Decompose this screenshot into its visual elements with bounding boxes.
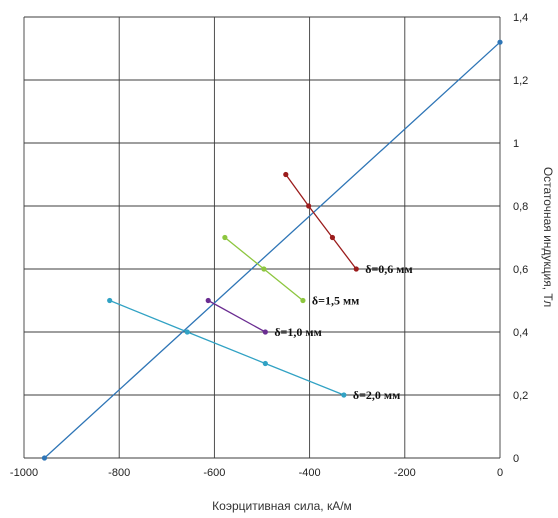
x-tick-label: -400 xyxy=(299,467,321,479)
series-label: δ=2,0 мм xyxy=(353,388,400,402)
series-1: δ=0,6 мм xyxy=(283,171,413,276)
y-tick-label: 0,6 xyxy=(513,264,528,276)
data-point xyxy=(205,297,211,304)
x-tick-label: -1000 xyxy=(10,467,38,479)
series-2: δ=1,5 мм xyxy=(222,234,359,308)
data-point xyxy=(261,266,267,272)
data-point xyxy=(262,360,268,367)
series-label: δ=1,5 мм xyxy=(312,294,359,308)
series-line xyxy=(44,41,501,459)
series-layer: δ=0,6 мм δ=1,5 мм δ=1,0 мм δ=2,0 мм xyxy=(41,39,503,461)
data-point xyxy=(300,297,306,304)
series-line xyxy=(207,299,266,333)
data-point xyxy=(353,266,359,272)
y-tick-label: 1,2 xyxy=(513,75,528,87)
y-tick-label: 1,4 xyxy=(513,12,528,24)
data-point xyxy=(262,329,268,335)
x-tick-label: 0 xyxy=(497,467,503,479)
y-tick-label: 0,4 xyxy=(513,327,528,339)
x-axis-title: Коэрцитивная сила, кА/м xyxy=(212,499,352,513)
data-point xyxy=(41,455,48,461)
series-label: δ=0,6 мм xyxy=(365,262,412,276)
grid xyxy=(23,16,501,459)
series-3: δ=1,0 мм xyxy=(205,297,322,339)
y-tick-label: 0,2 xyxy=(513,390,528,402)
data-point xyxy=(341,392,347,398)
data-point xyxy=(497,39,503,45)
data-point xyxy=(306,203,312,209)
data-point xyxy=(283,171,289,178)
series-0 xyxy=(41,39,503,461)
series-line xyxy=(285,174,357,270)
x-tick-label: -200 xyxy=(394,467,416,479)
y-tick-label: 1 xyxy=(513,138,519,150)
data-point xyxy=(329,234,336,241)
x-tick-label: -800 xyxy=(108,467,130,479)
series-line xyxy=(109,299,345,396)
y-axis-title: Остаточная индукция, Тл xyxy=(541,167,555,307)
series-label: δ=1,0 мм xyxy=(274,325,321,339)
data-point xyxy=(222,234,228,241)
data-point xyxy=(107,297,113,304)
data-point xyxy=(184,329,190,335)
x-tick-label: -600 xyxy=(203,467,225,479)
y-tick-label: 0,8 xyxy=(513,201,528,213)
y-tick-label: 0 xyxy=(513,453,519,465)
series-4: δ=2,0 мм xyxy=(107,297,400,402)
tick-labels: -1000 -800 -600 -400 -200 00 0,2 0,4 0,6 0,8 1 1,2 1… xyxy=(10,12,528,479)
